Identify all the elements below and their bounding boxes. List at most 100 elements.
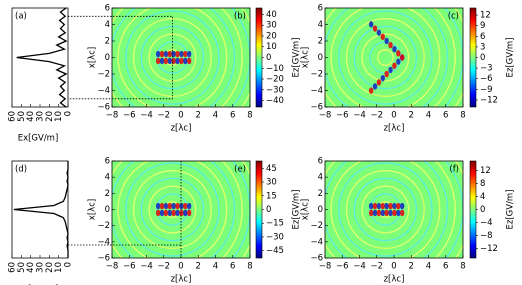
field-lobe [399, 202, 405, 210]
wave-ring [376, 201, 394, 218]
wave-ring [338, 162, 433, 257]
y-tick-label: −2 [310, 70, 323, 80]
wave-ring [125, 162, 220, 257]
field-lobe [171, 202, 176, 210]
x-tick-label: 0 [64, 111, 74, 116]
x-tick-label: 6 [230, 111, 235, 121]
x-tick-label: 6 [443, 262, 448, 272]
x-tick-label: 4 [426, 111, 431, 121]
wave-ring [148, 185, 197, 234]
y-tick-label: −6 [310, 103, 323, 113]
colorbar [255, 160, 263, 259]
field-lobe [155, 202, 161, 210]
wave-ring [338, 10, 433, 105]
wave-ring [112, 161, 236, 258]
colorbar-tick-label: −30 [266, 85, 284, 95]
wave-ring [361, 33, 410, 82]
x-tick-label: −4 [140, 262, 153, 272]
wave-ring [125, 10, 220, 105]
colorbar-tick-label: −40 [266, 96, 284, 106]
field-lobe [155, 50, 161, 58]
field-lobe [155, 57, 161, 65]
colorbar-label: Ez[GV/m] [506, 37, 516, 77]
x-tick-label: 20 [45, 262, 55, 273]
x-tick-label: −4 [353, 262, 366, 272]
field-lobe [183, 50, 188, 58]
colorbar-tick-label: 6 [480, 32, 485, 42]
wave-ring [112, 8, 236, 107]
y-tick-label: −2 [97, 70, 110, 80]
field-lobe [163, 57, 169, 65]
panel-label: (c) [448, 12, 459, 22]
colorbar-tick-label: 10 [266, 42, 277, 52]
wave-ring [112, 8, 243, 107]
field-lobe [384, 202, 389, 210]
x-axis-label: Ex[GV/m] [18, 134, 59, 144]
field-lobe [175, 57, 180, 65]
x-tick-label: 50 [17, 111, 27, 122]
field-lobe [183, 57, 188, 65]
colorbar-tick-label: 15 [266, 191, 277, 201]
y-tick-label: 4 [105, 173, 110, 183]
colorbar-tick-label: −8 [480, 231, 493, 241]
y-tick-label: 6 [105, 157, 110, 167]
x-tick-label: 0 [391, 262, 396, 272]
field-lobe [186, 57, 192, 65]
field-lobe [186, 50, 192, 58]
y-tick-label: 6 [105, 4, 110, 14]
field-lobe [167, 50, 172, 58]
field-lobe [376, 79, 382, 86]
x-axis-label: z[λc] [384, 124, 405, 134]
field-lobe [388, 66, 393, 74]
field-lobe [372, 209, 378, 217]
field-lobe [167, 57, 172, 65]
field-lobe [186, 209, 192, 217]
field-lobe [376, 209, 382, 217]
x-tick-label: 40 [26, 111, 36, 122]
profile-line [16, 7, 68, 108]
colorbar-tick-label: −20 [266, 75, 284, 85]
y-tick-label: −2 [97, 221, 110, 231]
y-tick-label: 6 [318, 4, 323, 14]
field-lobe [388, 209, 393, 217]
field-lobe [392, 202, 397, 210]
colorbar-tick-label: 4 [480, 192, 485, 202]
field-lobe [392, 209, 397, 217]
wave-ring [376, 49, 394, 66]
x-tick-label: −8 [106, 111, 119, 121]
y-tick-label: 2 [318, 37, 323, 47]
wave-ring [330, 8, 441, 107]
field-lobe [376, 202, 382, 210]
colorbar-tick-label: −10 [266, 64, 284, 74]
x-tick-label: 10 [54, 111, 64, 122]
field-lobe [186, 202, 192, 210]
y-tick-label: 4 [318, 20, 323, 30]
x-tick-label: −8 [319, 262, 332, 272]
x-tick-label: 30 [36, 262, 46, 273]
field-lobe [175, 50, 180, 58]
field-lobe [380, 202, 385, 210]
x-tick-label: 4 [213, 262, 218, 272]
x-tick-label: −4 [353, 111, 366, 121]
x-tick-label: 60 [8, 262, 18, 273]
y-tick-label: −4 [97, 86, 110, 96]
x-tick-label: −2 [157, 111, 170, 121]
y-tick-label: 4 [105, 20, 110, 30]
y-tick-label: 2 [105, 37, 110, 47]
colorbar-tick-label: 8 [480, 179, 485, 189]
field-lobe [163, 50, 169, 58]
colorbar-tick-label: 9 [480, 21, 485, 31]
y-axis-label: x[λc] [301, 199, 311, 220]
x-tick-label: 8 [247, 262, 252, 272]
field-lobe [392, 62, 397, 69]
wave-ring [361, 185, 410, 234]
x-tick-label: −4 [140, 111, 153, 121]
panel-label: (e) [234, 165, 246, 175]
colorbar-tick-label: 0 [266, 53, 271, 63]
field-lobe [155, 209, 161, 217]
field-lobe [384, 37, 389, 45]
y-tick-label: 0 [105, 205, 110, 215]
y-tick-label: −6 [97, 254, 110, 264]
x-tick-label: 8 [460, 111, 465, 121]
wave-ring [112, 161, 243, 258]
